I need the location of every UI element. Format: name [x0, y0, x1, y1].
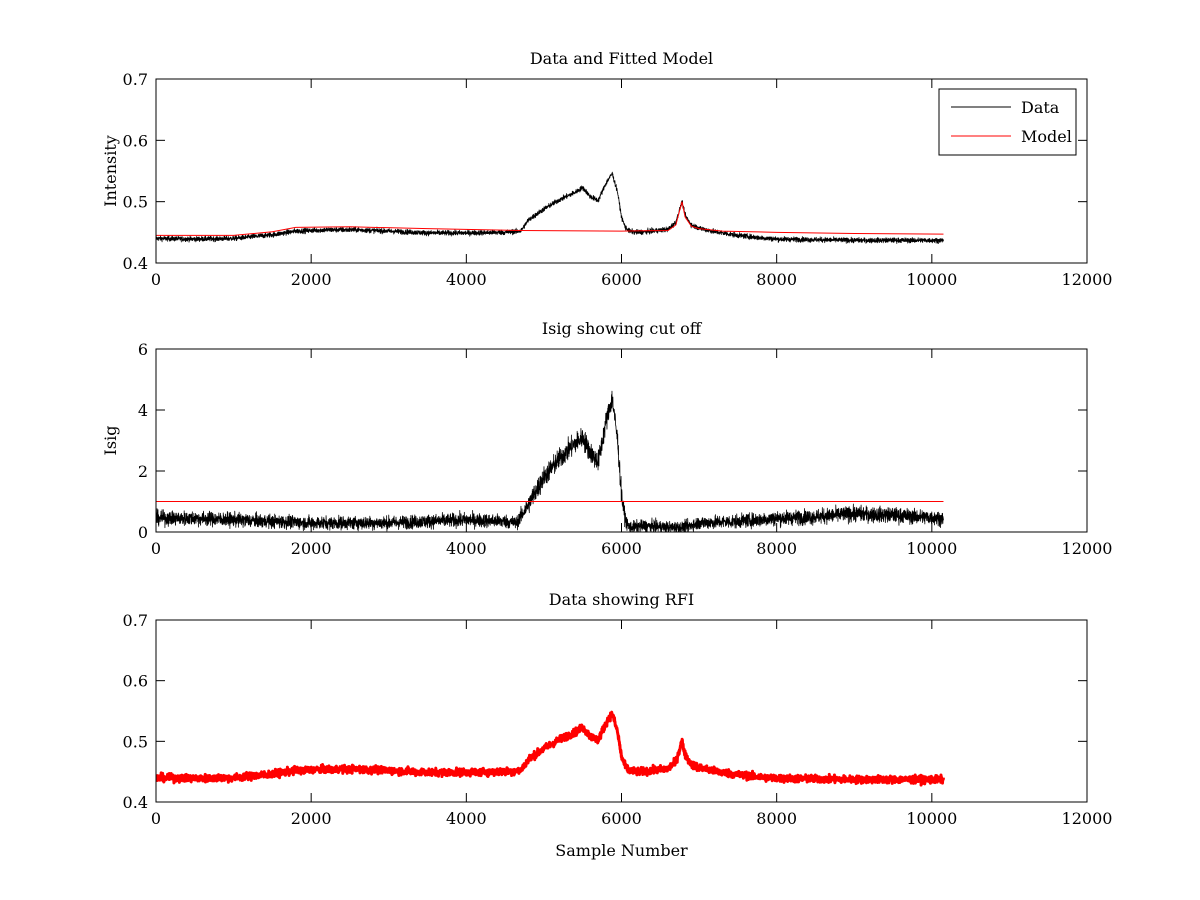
x-tick-label: 10000 [906, 539, 957, 558]
y-tick-label: 0.7 [123, 611, 148, 630]
x-tick-label: 6000 [601, 809, 642, 828]
x-tick-label: 2000 [291, 809, 332, 828]
x-tick-label: 12000 [1062, 270, 1113, 289]
series-group [156, 171, 944, 245]
x-tick-label: 4000 [446, 270, 487, 289]
x-tick-label: 8000 [756, 270, 797, 289]
x-axis-label: Sample Number [555, 841, 688, 860]
legend-label: Model [1021, 127, 1072, 146]
chart-title: Data showing RFI [549, 590, 694, 609]
chart-title: Isig showing cut off [542, 319, 703, 338]
y-tick-label: 0.6 [123, 131, 148, 150]
x-tick-label: 0 [151, 539, 161, 558]
x-tick-label: 6000 [601, 270, 642, 289]
x-tick-label: 2000 [291, 539, 332, 558]
axes-frame [155, 348, 1088, 533]
y-tick-label: 2 [138, 462, 148, 481]
legend-label: Data [1021, 98, 1060, 117]
series-isig-line [156, 390, 944, 532]
x-tick-label: 4000 [446, 539, 487, 558]
x-tick-label: 8000 [756, 809, 797, 828]
x-tick-label: 10000 [906, 270, 957, 289]
y-tick-label: 0.4 [123, 254, 148, 273]
y-tick-label: 6 [138, 340, 148, 359]
y-tick-label: 0 [138, 523, 148, 542]
y-tick-label: 4 [138, 401, 148, 420]
y-tick-label: 0.4 [123, 793, 148, 812]
axes-frame [155, 619, 1088, 803]
x-tick-label: 4000 [446, 809, 487, 828]
x-tick-label: 0 [151, 809, 161, 828]
series-model-line [156, 201, 944, 236]
series-rfi-line [156, 710, 945, 787]
y-axis-label: Isig [101, 426, 120, 456]
x-tick-label: 12000 [1062, 539, 1113, 558]
chart-title: Data and Fitted Model [530, 49, 713, 68]
x-tick-label: 6000 [601, 539, 642, 558]
x-tick-label: 10000 [906, 809, 957, 828]
legend: Data Model [938, 88, 1077, 156]
series-group [156, 710, 945, 787]
series-data-line [156, 171, 944, 245]
subplot-2: 0 2000 4000 6000 8000 10000 12000 0 2 4 6 Isig show… [101, 319, 1112, 558]
x-tick-label: 8000 [756, 539, 797, 558]
y-tick-label: 0.5 [123, 193, 148, 212]
subplot-1: 0 2000 4000 6000 8000 10000 12000 0.4 0.5 0.6 0.7 D… [101, 49, 1112, 289]
y-tick-label: 0.7 [123, 70, 148, 89]
subplot-3: 0 2000 4000 6000 8000 10000 12000 0.4 0.5 0.6 0.7 D… [123, 590, 1113, 860]
legend-box [938, 88, 1077, 156]
y-tick-label: 0.6 [123, 672, 148, 691]
y-axis-label: Intensity [101, 135, 120, 207]
y-tick-label: 0.5 [123, 732, 148, 751]
x-tick-label: 2000 [291, 270, 332, 289]
x-tick-label: 12000 [1062, 809, 1113, 828]
series-group [156, 390, 944, 532]
x-tick-label: 0 [151, 270, 161, 289]
